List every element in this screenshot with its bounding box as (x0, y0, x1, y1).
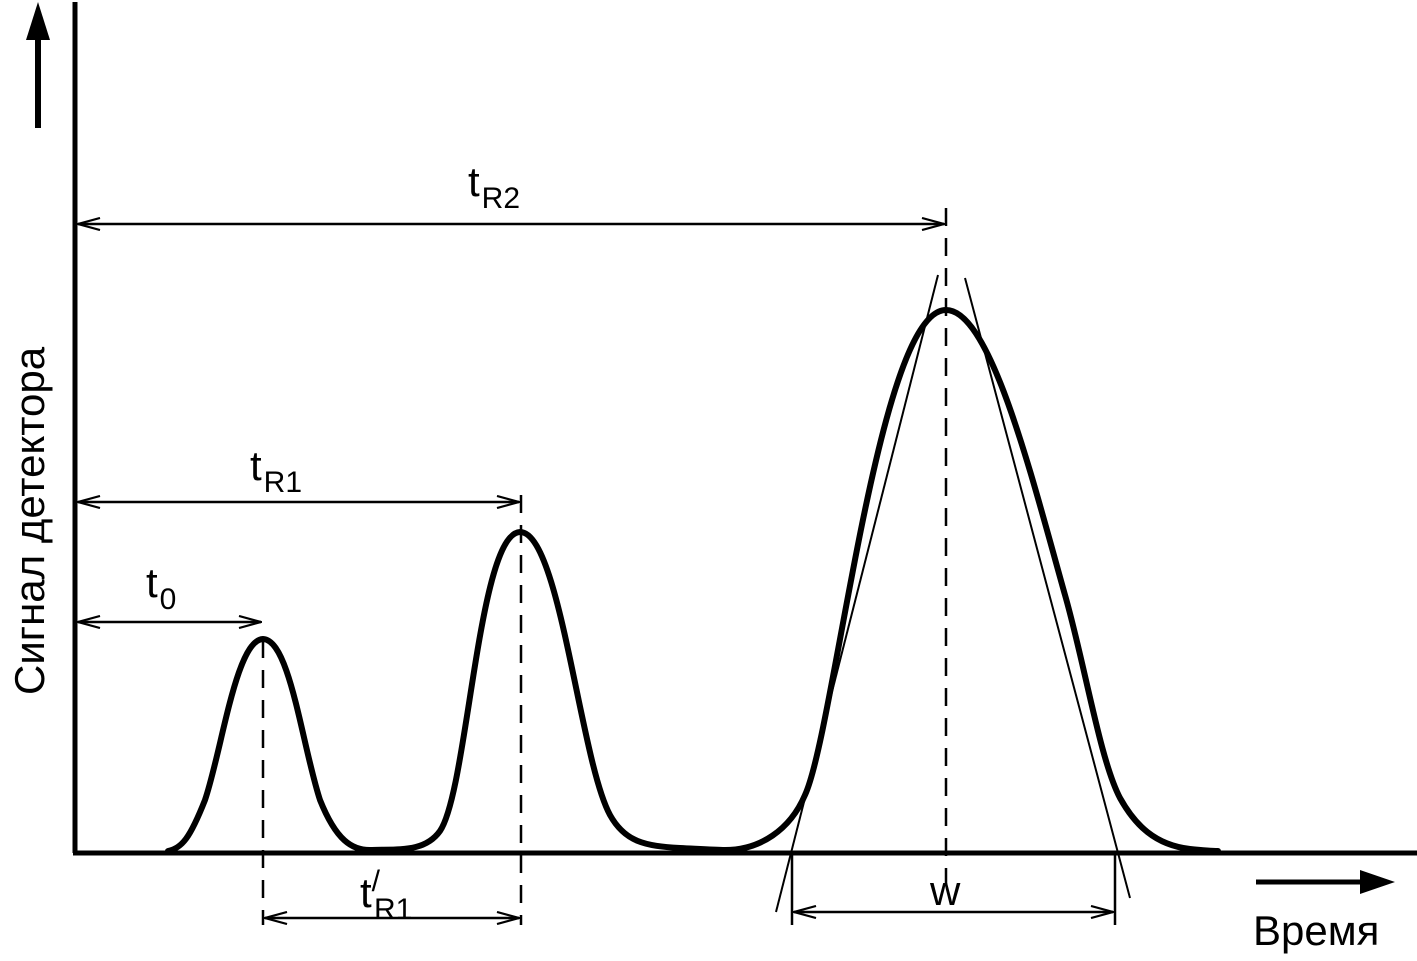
chromatogram-trace (165, 307, 1221, 854)
t0-label: t0 (146, 559, 176, 616)
tR1-prime-label: t/R1 (360, 865, 412, 926)
y-axis-label: Сигнал детектора (6, 346, 53, 695)
tR1-label: tR1 (250, 442, 302, 499)
left-tangent-line (775, 274, 939, 913)
y-direction-arrow (26, 2, 50, 128)
w-label: w (929, 867, 961, 914)
x-direction-arrow (1256, 870, 1395, 894)
tR2-label: tR2 (468, 158, 520, 215)
right-tangent-line (964, 277, 1131, 899)
x-axis-label: Время (1253, 907, 1379, 954)
